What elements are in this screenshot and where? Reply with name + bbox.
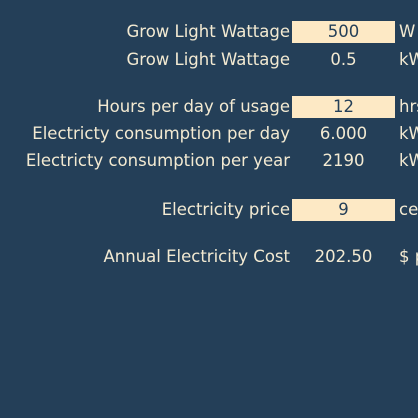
consumption-year-label: Electricty consumption per year (25, 151, 290, 170)
price-input[interactable] (292, 199, 395, 221)
wattage-w-input[interactable] (292, 21, 395, 43)
annual-cost-value: 202.50 (314, 247, 373, 266)
consumption-day-label: Electricty consumption per day (32, 124, 290, 143)
wattage-kw-row: Grow Light Wattage 0.5 kW (0, 47, 418, 73)
annual-cost-unit: $ per year (399, 247, 418, 266)
annual-cost-label: Annual Electricity Cost (103, 247, 291, 266)
annual-cost-row: Annual Electricity Cost 202.50 $ per yea… (0, 244, 418, 270)
wattage-kw-label: Grow Light Wattage (126, 50, 290, 69)
wattage-kw-unit: kW (399, 50, 418, 69)
wattage-w-unit: W (399, 22, 416, 41)
consumption-day-row: Electricty consumption per day 6.000 kWh (0, 121, 418, 147)
wattage-w-row: Grow Light Wattage W (0, 19, 418, 45)
hours-row: Hours per day of usage hrs (0, 94, 418, 120)
consumption-year-row: Electricty consumption per year 2190 kWh (0, 148, 418, 174)
price-unit: cents (399, 200, 418, 219)
consumption-day-unit: kWh (399, 124, 418, 143)
wattage-w-label: Grow Light Wattage (126, 22, 290, 41)
consumption-year-unit: kWh (399, 151, 418, 170)
hours-input[interactable] (292, 96, 395, 118)
price-row: Electricity price cents (0, 197, 418, 223)
consumption-year-value: 2190 (322, 151, 365, 170)
hours-unit: hrs (399, 97, 418, 116)
hours-label: Hours per day of usage (97, 97, 290, 116)
price-label: Electricity price (161, 200, 290, 219)
consumption-day-value: 6.000 (319, 124, 368, 143)
wattage-kw-value: 0.5 (330, 50, 357, 69)
